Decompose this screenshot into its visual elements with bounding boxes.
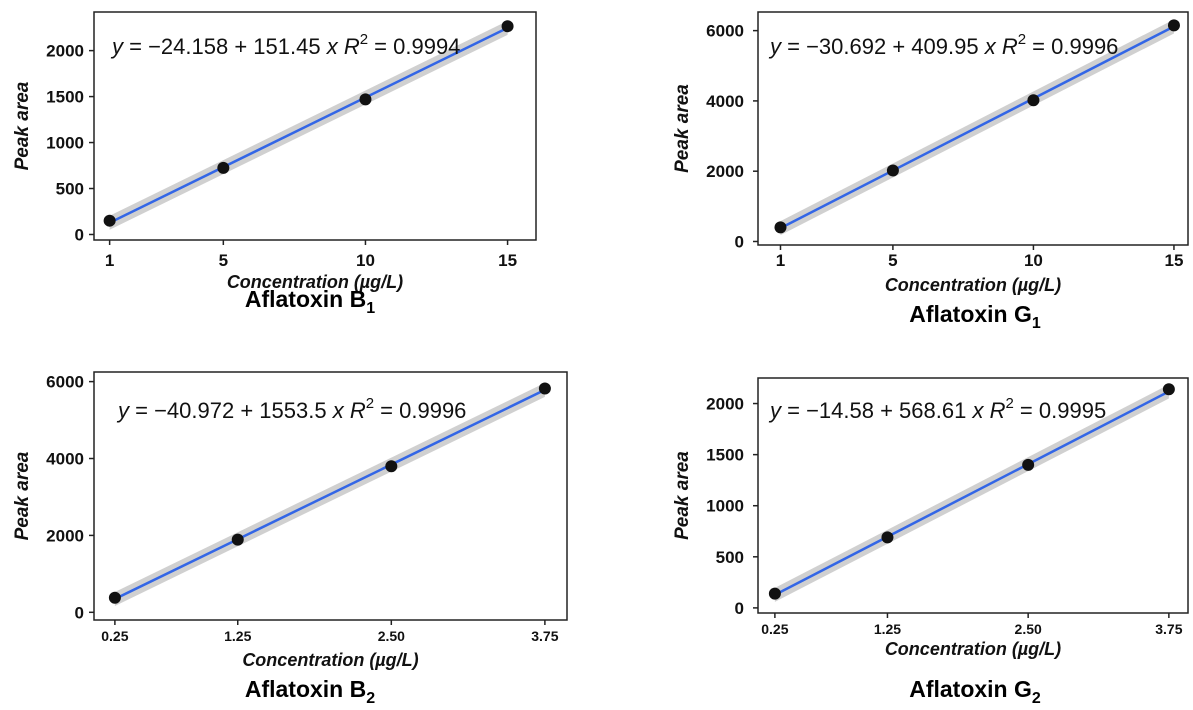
x-axis-label: Concentration (µg/L) (242, 650, 418, 670)
chart-panel-3: 0 2000 4000 6000 0.25 1.25 2.50 3.75 Concentrati… (12, 371, 568, 707)
x-tick-label: 5 (888, 251, 897, 270)
x-tick-label: 10 (1024, 251, 1043, 270)
chart-caption: Aflatoxin G1 (909, 301, 1041, 332)
y-axis-label: Peak area (12, 81, 33, 170)
x-tick-label: 15 (1164, 251, 1183, 270)
y-axis-label: Peak area (672, 451, 693, 540)
y-tick-label: 1500 (46, 88, 84, 107)
fit-line (109, 26, 509, 224)
y-tick-label: 1500 (706, 446, 744, 465)
y-tick-label: 6000 (706, 22, 744, 41)
y-tick-label: 0 (735, 599, 744, 618)
data-point (231, 533, 244, 546)
data-point (103, 214, 116, 227)
data-point (1027, 94, 1040, 107)
y-tick-label: 2000 (706, 162, 744, 181)
x-tick-label: 2.50 (378, 628, 405, 644)
chart-caption: Aflatoxin B2 (245, 676, 375, 707)
y-tick-label: 500 (716, 548, 744, 567)
data-point (501, 20, 514, 33)
y-axis-label: Peak area (672, 84, 693, 173)
x-tick-label: 1 (105, 251, 114, 270)
y-tick-label: 0 (75, 225, 84, 244)
x-tick-label: 3.75 (1155, 621, 1182, 637)
chart-caption: Aflatoxin G2 (909, 676, 1041, 707)
data-point (1167, 19, 1180, 32)
x-axis-label: Concentration (µg/L) (885, 275, 1061, 295)
x-tick-label: 2.50 (1015, 621, 1042, 637)
y-tick-label: 4000 (46, 450, 84, 469)
x-tick-label: 3.75 (531, 628, 558, 644)
data-point (385, 460, 398, 473)
x-tick-label: 1.25 (224, 628, 251, 644)
data-point (774, 221, 787, 234)
data-point (881, 531, 894, 544)
chart-caption: Aflatoxin B1 (245, 286, 375, 317)
x-tick-label: 15 (498, 251, 517, 270)
y-axis-label: Peak area (12, 451, 33, 540)
y-tick-label: 0 (735, 232, 744, 251)
data-point (1022, 458, 1035, 471)
data-point (359, 93, 372, 106)
regression-equation: y = −24.158 + 151.45 x R2 = 0.9994 (110, 31, 460, 59)
y-tick-label: 6000 (46, 373, 84, 392)
data-point (217, 161, 230, 174)
x-axis-label: Concentration (µg/L) (885, 639, 1061, 659)
x-tick-label: 1.25 (874, 621, 901, 637)
y-tick-label: 4000 (706, 92, 744, 111)
x-tick-label: 10 (356, 251, 375, 270)
data-point (886, 164, 899, 177)
regression-equation: y = −30.692 + 409.95 x R2 = 0.9996 (768, 31, 1118, 59)
data-point (538, 382, 551, 395)
x-tick-label: 0.25 (101, 628, 128, 644)
y-tick-label: 1000 (46, 134, 84, 153)
regression-equation: y = −14.58 + 568.61 x R2 = 0.9995 (768, 395, 1106, 423)
fit-line (114, 388, 546, 601)
y-tick-label: 500 (56, 180, 84, 199)
data-point (768, 587, 781, 600)
y-tick-label: 1000 (706, 497, 744, 516)
y-tick-label: 2000 (46, 42, 84, 61)
fit-line (774, 390, 1170, 596)
y-tick-label: 0 (75, 603, 84, 622)
data-point (1162, 383, 1175, 396)
x-tick-label: 5 (219, 251, 228, 270)
y-tick-label: 2000 (46, 526, 84, 545)
x-axis-label: Concentration (µg/L) (227, 272, 403, 292)
fit-line (779, 25, 1175, 230)
x-tick-label: 1 (776, 251, 785, 270)
y-tick-label: 2000 (706, 395, 744, 414)
x-tick-label: 0.25 (761, 621, 788, 637)
regression-equation: y = −40.972 + 1553.5 x R2 = 0.9996 (116, 395, 466, 423)
chart-panel-4: 0 500 1000 1500 2000 0.25 1.25 2.50 3.75 Concentr… (672, 377, 1189, 707)
data-point (108, 591, 121, 604)
